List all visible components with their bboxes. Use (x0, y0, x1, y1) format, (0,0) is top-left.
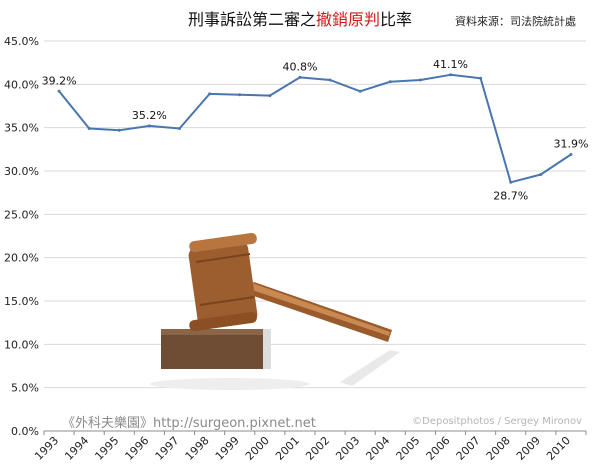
data-point (418, 78, 422, 82)
x-tick-label: 1995 (92, 434, 121, 463)
title-part-highlight: 撤銷原判 (315, 10, 380, 29)
source-note: 資料來源：司法院統計處 (455, 15, 576, 28)
y-tick-label: 20.0% (4, 252, 39, 265)
x-tick-label: 2008 (484, 434, 513, 463)
data-point (298, 75, 302, 79)
data-point (328, 78, 332, 82)
data-point (57, 89, 61, 93)
gavel-icon (150, 232, 400, 390)
title-part-1: 刑事訴訟第二審之 (187, 10, 316, 29)
x-tick-label: 2006 (424, 434, 453, 463)
x-tick-label: 1998 (183, 434, 212, 463)
data-label: 35.2% (132, 109, 167, 122)
data-point (268, 94, 272, 98)
data-point (388, 80, 392, 84)
data-label: 40.8% (282, 60, 317, 73)
x-tick-label: 2009 (514, 434, 543, 463)
data-point (539, 172, 543, 176)
photo-credit: ©Depositphotos / Sergey Mironov (412, 416, 582, 427)
data-label: 39.2% (42, 74, 77, 87)
data-point (358, 89, 362, 93)
data-point (509, 180, 513, 184)
x-tick-label: 2003 (333, 434, 362, 463)
data-point (87, 127, 91, 131)
chart-title: 刑事訴訟第二審之撤銷原判比率 (0, 6, 600, 30)
data-point (208, 92, 212, 96)
x-tick-label: 2004 (363, 434, 392, 463)
x-tick-label: 2007 (454, 434, 483, 463)
series-line (58, 73, 572, 184)
data-point (178, 127, 181, 131)
x-tick-label: 1999 (213, 434, 242, 463)
y-tick-label: 5.0% (11, 382, 39, 395)
y-tick-label: 15.0% (4, 295, 39, 308)
data-point (117, 128, 121, 132)
watermark-text: 《外科夫樂園》http://surgeon.pixnet.net (62, 416, 316, 431)
y-tick-label: 0.0% (11, 425, 39, 438)
title-part-3: 比率 (380, 10, 413, 29)
axes: 0.0% 5.0% 10.0% 15.0% 20.0% 25.0% 30.0% 35.0% 40… (4, 35, 587, 463)
y-tick-label: 30.0% (4, 165, 39, 178)
data-label: 28.7% (493, 189, 528, 202)
chart-marks: 39.2% 35.2% 40.8% 41.1% 28.7% 31.9% (42, 58, 589, 202)
data-point (238, 93, 242, 97)
grid-lines (44, 40, 586, 389)
y-tick-label: 10.0% (4, 338, 39, 351)
x-tick-label: 2001 (273, 434, 302, 463)
x-tick-label: 2005 (394, 434, 423, 463)
data-label: 31.9% (553, 138, 588, 151)
data-label: 41.1% (433, 58, 468, 71)
x-tick-label: 1994 (62, 434, 91, 463)
x-tick-label: 2010 (544, 434, 573, 463)
y-tick-label: 25.0% (4, 208, 39, 221)
y-tick-label: 45.0% (4, 35, 39, 48)
y-tick-label: 40.0% (4, 78, 39, 91)
x-tick-label: 1993 (32, 434, 61, 463)
data-point (479, 76, 483, 80)
data-point (569, 153, 573, 157)
data-point (147, 124, 151, 128)
y-tick-label: 35.0% (4, 122, 39, 135)
x-tick-label: 1997 (153, 434, 182, 463)
data-point (449, 73, 452, 77)
x-tick-label: 2002 (303, 434, 332, 463)
x-tick-label: 1996 (123, 434, 152, 463)
x-tick-label: 2000 (243, 434, 272, 463)
